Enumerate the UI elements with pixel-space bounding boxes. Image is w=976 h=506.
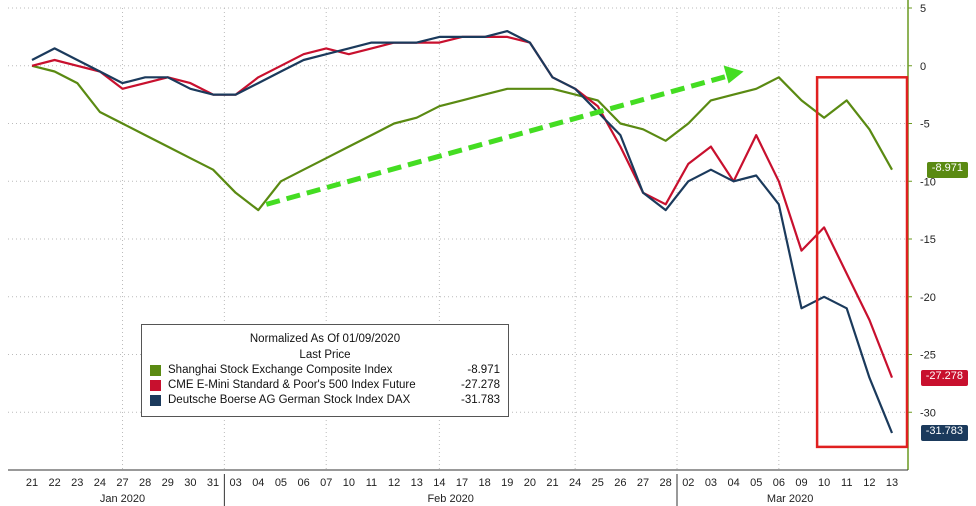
y-tick-label: -30 [920,407,936,419]
legend-value: -27.278 [460,379,500,391]
x-tick-label: 06 [297,477,309,489]
last-price-label-dax: -31.783 [920,425,968,442]
y-tick-label: -10 [920,176,936,188]
x-tick-label: 09 [795,477,807,489]
x-tick-label: 04 [727,477,739,489]
x-tick-label: 24 [569,477,581,489]
x-tick-label: 25 [592,477,604,489]
trend-arrow-head [723,65,744,84]
legend-item: CME E-Mini Standard & Poor's 500 Index F… [142,378,508,393]
x-tick-label: 27 [116,477,128,489]
x-tick-label: 30 [184,477,196,489]
x-tick-label: 10 [343,477,355,489]
legend-value: -8.971 [467,364,500,376]
month-label: Feb 2020 [427,493,473,505]
x-tick-label: 13 [886,477,898,489]
x-tick-label: 13 [411,477,423,489]
legend-label: Shanghai Stock Exchange Composite Index [168,364,393,376]
y-tick-label: -5 [920,119,930,131]
y-tick-label: -20 [920,292,936,304]
x-tick-label: 20 [524,477,536,489]
legend-swatch [150,365,161,376]
x-tick-label: 10 [818,477,830,489]
legend-swatch [150,395,161,406]
legend: Normalized As Of 01/09/2020 Last Price S… [141,324,509,417]
x-tick-label: 21 [546,477,558,489]
legend-title: Normalized As Of 01/09/2020 [249,333,401,345]
x-tick-label: 22 [49,477,61,489]
x-tick-label: 02 [682,477,694,489]
y-tick-label: -25 [920,350,936,362]
last-price-label-spx: -27.278 [920,369,968,386]
x-tick-label: 21 [26,477,38,489]
x-tick-label: 07 [320,477,332,489]
annotations [265,65,909,449]
month-label: Jan 2020 [100,493,145,505]
x-tick-label: 12 [388,477,400,489]
legend-value: -31.783 [460,394,500,406]
legend-swatch [150,380,161,391]
x-tick-label: 29 [162,477,174,489]
last-price-label-shanghai: -8.971 [926,161,968,178]
x-tick-label: 28 [139,477,151,489]
x-tick-label: 28 [660,477,672,489]
x-tick-label: 03 [705,477,717,489]
x-tick-label: 26 [614,477,626,489]
legend-item: Shanghai Stock Exchange Composite Index … [142,363,508,378]
y-tick-label: 0 [920,61,926,73]
x-tick-label: 12 [863,477,875,489]
x-tick-label: 18 [479,477,491,489]
series-line-2 [31,30,894,434]
x-tick-label: 24 [94,477,106,489]
x-tick-label: 14 [433,477,445,489]
x-tick-label: 23 [71,477,83,489]
y-axis-ticks: 5 0 -5 -10 -15 -20 -25 -30 [920,3,936,419]
x-axis-ticks: 21 22 23 24 27 28 29 30 31 03 04 05 06 07 10 11 12 13 14 17… [26,477,898,489]
x-tick-label: 03 [230,477,242,489]
highlight-box [815,76,909,449]
x-tick-label: 05 [275,477,287,489]
x-tick-label: 31 [207,477,219,489]
x-tick-label: 11 [841,477,852,489]
x-tick-label: 11 [366,477,377,489]
x-tick-label: 05 [750,477,762,489]
legend-label: Deutsche Boerse AG German Stock Index DA… [168,394,411,406]
x-tick-label: 04 [252,477,264,489]
month-labels: Jan 2020 Feb 2020 Mar 2020 [100,493,814,505]
x-tick-label: 19 [501,477,513,489]
legend-label: CME E-Mini Standard & Poor's 500 Index F… [168,379,416,391]
y-tick-label: 5 [920,3,926,15]
legend-item: Deutsche Boerse AG German Stock Index DA… [142,393,508,408]
x-tick-label: 17 [456,477,468,489]
trend-arrow [265,73,731,207]
x-tick-label: 27 [637,477,649,489]
x-tick-label: 06 [773,477,785,489]
month-label: Mar 2020 [767,493,813,505]
axes [8,0,912,506]
series-lines [31,30,894,434]
y-tick-label: -15 [920,234,936,246]
legend-subtitle: Last Price [299,349,351,361]
series-line-0 [31,64,893,212]
